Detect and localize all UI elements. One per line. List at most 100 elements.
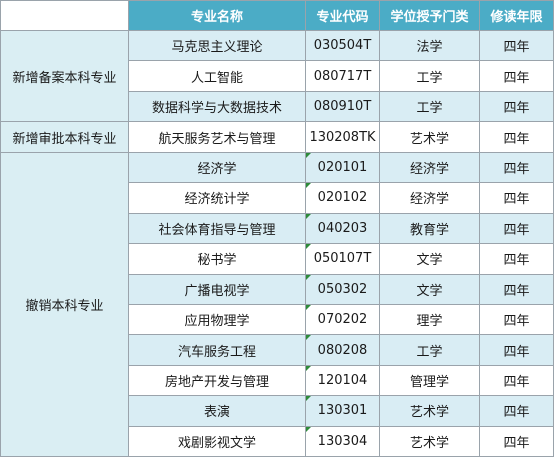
table-row: 秘书学 050107T 文学 四年 [1,243,554,275]
study-years-cell: 四年 [479,182,554,214]
table-row: 数据科学与大数据技术 080910T 工学 四年 [1,90,554,123]
header-row: 专业名称 专业代码 学位授予门类 修读年限 [0,0,554,31]
major-code-cell: 080717T [305,60,380,92]
study-years-cell: 四年 [479,90,554,123]
degree-category-cell: 工学 [379,334,480,366]
degree-category-cell: 文学 [379,243,480,275]
table-row: 汽车服务工程 080208 工学 四年 [1,334,554,366]
study-years-cell: 四年 [479,334,554,366]
header-study-years: 修读年限 [479,0,554,31]
study-years-cell: 四年 [479,60,554,92]
cell-marker-icon [306,153,311,158]
major-code-text: 040203 [317,220,368,236]
study-years-cell: 四年 [479,212,554,245]
major-name-cell: 应用物理学 [128,303,306,336]
category-cell: 撤销本科专业 [0,151,129,457]
degree-category-cell: 工学 [379,60,480,92]
major-code-cell: 130301 [305,395,380,427]
major-code-cell: 070202 [305,303,380,336]
degree-category-cell: 经济学 [379,151,480,184]
degree-category-cell: 教育学 [379,212,480,245]
study-years-cell: 四年 [479,364,554,397]
major-code-text: 130304 [317,433,368,449]
table-row: 撤销本科专业 经济学 020101 经济学 四年 [0,151,554,457]
header-degree-category: 学位授予门类 [379,0,480,31]
degree-category-cell: 经济学 [379,182,480,214]
degree-category-cell: 工学 [379,90,480,123]
cell-marker-icon [306,335,311,341]
cell-marker-icon [306,396,311,402]
study-years-cell: 四年 [479,425,554,457]
degree-category-cell: 文学 [379,273,480,305]
major-name-cell: 广播电视学 [128,273,306,305]
major-code-cell: 080910T [305,90,380,123]
major-code-cell: 030504T [305,29,380,62]
cell-marker-icon [306,244,311,250]
cell-marker-icon [306,427,311,432]
major-code-text: 050107T [313,251,372,267]
degree-category-cell: 理学 [379,303,480,336]
major-code-cell: 050302 [305,273,380,305]
major-code-cell: 050107T [305,243,380,275]
major-code-cell: 120104 [305,364,380,397]
major-name-cell: 数据科学与大数据技术 [128,90,306,123]
major-name-cell: 秘书学 [128,243,306,275]
table-row: 新增审批本科专业 航天服务艺术与管理 130208TK 艺术学 四年 [0,121,554,153]
degree-category-cell: 艺术学 [379,395,480,427]
major-name-cell: 经济学 [128,151,306,184]
degree-category-cell: 艺术学 [379,121,480,153]
major-name-cell: 汽车服务工程 [128,334,306,366]
degree-category-cell: 法学 [379,29,480,62]
major-code-text: 020102 [317,190,368,206]
header-blank-cell [0,0,129,31]
study-years-cell: 四年 [479,121,554,153]
table-row: 社会体育指导与管理 040203 教育学 四年 [1,212,554,245]
table-row: 广播电视学 050302 文学 四年 [1,273,554,305]
table-row: 戏剧影视文学 130304 艺术学 四年 [1,425,554,457]
category-cell: 新增备案本科专业 [0,29,129,123]
study-years-cell: 四年 [479,303,554,336]
study-years-cell: 四年 [479,29,554,62]
major-code-text: 120104 [317,373,368,389]
study-years-cell: 四年 [479,273,554,305]
cell-marker-icon [306,214,311,219]
cell-marker-icon [306,305,311,310]
major-name-cell: 房地产开发与管理 [128,364,306,397]
major-code-cell: 130208TK [305,121,380,153]
major-code-cell: 040203 [305,212,380,245]
major-name-cell: 社会体育指导与管理 [128,212,306,245]
major-code-text: 070202 [317,312,368,328]
major-name-cell: 戏剧影视文学 [128,425,306,457]
major-code-cell: 020102 [305,182,380,214]
major-code-text: 050302 [317,281,368,297]
cell-marker-icon [306,275,311,280]
category-cell: 新增审批本科专业 [0,121,129,153]
table-row: 人工智能 080717T 工学 四年 [1,60,554,92]
major-name-cell: 马克思主义理论 [128,29,306,62]
major-code-text: 080208 [317,342,368,358]
header-major-name: 专业名称 [128,0,306,31]
cell-marker-icon [306,183,311,189]
major-name-cell: 经济统计学 [128,182,306,214]
major-name-cell: 人工智能 [128,60,306,92]
table-row: 新增备案本科专业 马克思主义理论 030504T 法学 四年 [0,29,554,123]
major-code-cell: 020101 [305,151,380,184]
study-years-cell: 四年 [479,243,554,275]
table-row: 房地产开发与管理 120104 管理学 四年 [1,364,554,397]
table-row: 表演 130301 艺术学 四年 [1,395,554,427]
degree-category-cell: 管理学 [379,364,480,397]
table-row: 经济统计学 020102 经济学 四年 [1,182,554,214]
major-code-text: 020101 [317,159,368,175]
major-name-cell: 表演 [128,395,306,427]
major-code-cell: 130304 [305,425,380,457]
major-code-cell: 080208 [305,334,380,366]
study-years-cell: 四年 [479,395,554,427]
header-major-code: 专业代码 [305,0,380,31]
table-body: 新增备案本科专业 马克思主义理论 030504T 法学 四年 人工智能 080717T 工学四… [0,29,554,457]
study-years-cell: 四年 [479,151,554,184]
major-code-text: 130301 [317,403,368,419]
degree-category-cell: 艺术学 [379,425,480,457]
cell-marker-icon [306,366,311,371]
major-name-cell: 航天服务艺术与管理 [128,121,306,153]
